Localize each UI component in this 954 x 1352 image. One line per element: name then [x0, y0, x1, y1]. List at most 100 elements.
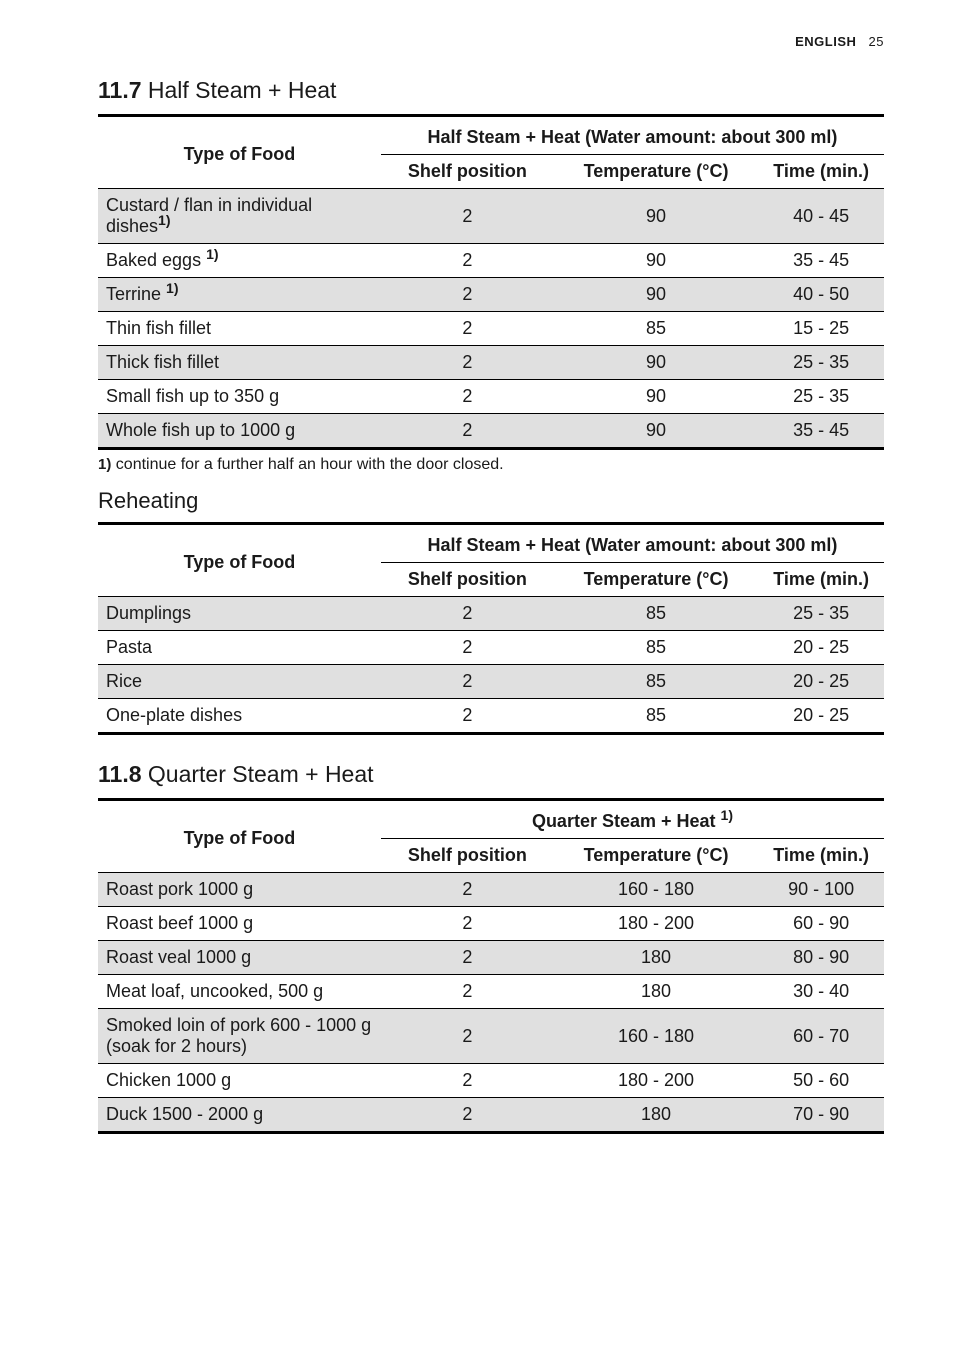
col-header-food: Type of Food — [98, 524, 381, 597]
cell-temperature: 160 - 180 — [554, 1009, 758, 1064]
table-row: Terrine 1)29040 - 50 — [98, 278, 884, 312]
cell-shelf: 2 — [381, 380, 554, 414]
cell-time: 20 - 25 — [758, 665, 884, 699]
header-language: ENGLISH — [795, 34, 856, 49]
cell-temperature: 180 - 200 — [554, 907, 758, 941]
cell-shelf: 2 — [381, 873, 554, 907]
food-name: Thin fish fillet — [106, 318, 211, 338]
cell-shelf: 2 — [381, 1009, 554, 1064]
cell-temperature: 90 — [554, 244, 758, 278]
cell-time: 30 - 40 — [758, 975, 884, 1009]
section-11-8-title: 11.8 Quarter Steam + Heat — [98, 761, 884, 788]
table-row: Roast pork 1000 g2160 - 18090 - 100 — [98, 873, 884, 907]
cell-time: 80 - 90 — [758, 941, 884, 975]
cell-shelf: 2 — [381, 975, 554, 1009]
food-name: Thick fish fillet — [106, 352, 219, 372]
group-header-text: Quarter Steam + Heat — [532, 811, 721, 831]
cell-time: 40 - 45 — [758, 189, 884, 244]
cell-temperature: 85 — [554, 631, 758, 665]
cell-shelf: 2 — [381, 1098, 554, 1133]
cell-shelf: 2 — [381, 312, 554, 346]
cell-time: 35 - 45 — [758, 244, 884, 278]
table-footnote: 1) continue for a further half an hour w… — [98, 456, 884, 474]
col-header-shelf: Shelf position — [381, 839, 554, 873]
table-row: Baked eggs 1)29035 - 45 — [98, 244, 884, 278]
cell-food: Terrine 1) — [98, 278, 381, 312]
cell-food: Small fish up to 350 g — [98, 380, 381, 414]
food-name: Meat loaf, uncooked, 500 g — [106, 981, 323, 1001]
group-header-footnote: 1) — [721, 807, 733, 823]
table-row: Chicken 1000 g2180 - 20050 - 60 — [98, 1064, 884, 1098]
cell-food: Roast pork 1000 g — [98, 873, 381, 907]
cell-shelf: 2 — [381, 597, 554, 631]
cell-temperature: 180 — [554, 941, 758, 975]
cell-time: 60 - 70 — [758, 1009, 884, 1064]
table-row: Whole fish up to 1000 g 29035 - 45 — [98, 414, 884, 449]
cell-temperature: 85 — [554, 312, 758, 346]
food-name: Terrine — [106, 284, 166, 304]
food-name: Duck 1500 - 2000 g — [106, 1104, 263, 1124]
cell-food: Meat loaf, uncooked, 500 g — [98, 975, 381, 1009]
col-header-temp: Temperature (°C) — [554, 563, 758, 597]
food-name: Baked eggs — [106, 250, 206, 270]
col-header-time: Time (min.) — [758, 839, 884, 873]
cell-food: One-plate dishes — [98, 699, 381, 734]
col-header-food: Type of Food — [98, 116, 381, 189]
table-row: Custard / flan in individual dishes1)290… — [98, 189, 884, 244]
cell-food: Duck 1500 - 2000 g — [98, 1098, 381, 1133]
col-header-shelf: Shelf position — [381, 563, 554, 597]
food-name: Roast beef 1000 g — [106, 913, 253, 933]
cell-temperature: 90 — [554, 380, 758, 414]
col-header-time: Time (min.) — [758, 563, 884, 597]
col-header-group: Half Steam + Heat (Water amount: about 3… — [381, 524, 884, 563]
table-row: Thin fish fillet 28515 - 25 — [98, 312, 884, 346]
cell-shelf: 2 — [381, 346, 554, 380]
cell-time: 35 - 45 — [758, 414, 884, 449]
cell-time: 15 - 25 — [758, 312, 884, 346]
food-name: Roast veal 1000 g — [106, 947, 251, 967]
cell-shelf: 2 — [381, 414, 554, 449]
half-steam-table: Type of Food Half Steam + Heat (Water am… — [98, 114, 884, 450]
table-row: Thick fish fillet29025 - 35 — [98, 346, 884, 380]
cell-food: Roast veal 1000 g — [98, 941, 381, 975]
section-title-text: Half Steam + Heat — [148, 77, 337, 103]
cell-food: Whole fish up to 1000 g — [98, 414, 381, 449]
reheating-heading: Reheating — [98, 488, 884, 514]
cell-food: Thick fish fillet — [98, 346, 381, 380]
table-row: Rice28520 - 25 — [98, 665, 884, 699]
cell-food: Dumplings — [98, 597, 381, 631]
section-number: 11.8 — [98, 761, 142, 787]
cell-temperature: 85 — [554, 699, 758, 734]
food-name: Small fish up to 350 g — [106, 386, 279, 406]
col-header-temp: Temperature (°C) — [554, 839, 758, 873]
cell-shelf: 2 — [381, 631, 554, 665]
footnote-ref: 1) — [206, 246, 218, 262]
food-name: Custard / flan in individual dishes — [106, 195, 312, 236]
cell-shelf: 2 — [381, 699, 554, 734]
col-header-temp: Temperature (°C) — [554, 155, 758, 189]
cell-temperature: 90 — [554, 414, 758, 449]
col-header-shelf: Shelf position — [381, 155, 554, 189]
cell-time: 25 - 35 — [758, 597, 884, 631]
cell-temperature: 85 — [554, 665, 758, 699]
food-name: Dumplings — [106, 603, 191, 623]
col-header-group: Half Steam + Heat (Water amount: about 3… — [381, 116, 884, 155]
food-name: Smoked loin of pork 600 - 1000 g (soak f… — [106, 1015, 371, 1056]
cell-temperature: 180 - 200 — [554, 1064, 758, 1098]
col-header-food: Type of Food — [98, 800, 381, 873]
footnote-text: continue for a further half an hour with… — [111, 456, 503, 473]
footnote-mark: 1) — [98, 456, 111, 473]
footnote-ref: 1) — [158, 212, 170, 228]
cell-temperature: 180 — [554, 1098, 758, 1133]
col-header-time: Time (min.) — [758, 155, 884, 189]
cell-shelf: 2 — [381, 1064, 554, 1098]
table-row: Meat loaf, uncooked, 500 g218030 - 40 — [98, 975, 884, 1009]
cell-time: 20 - 25 — [758, 699, 884, 734]
food-name: Roast pork 1000 g — [106, 879, 253, 899]
cell-food: Roast beef 1000 g — [98, 907, 381, 941]
cell-food: Thin fish fillet — [98, 312, 381, 346]
cell-food: Smoked loin of pork 600 - 1000 g (soak f… — [98, 1009, 381, 1064]
cell-food: Pasta — [98, 631, 381, 665]
food-name: Whole fish up to 1000 g — [106, 420, 295, 440]
cell-temperature: 90 — [554, 346, 758, 380]
